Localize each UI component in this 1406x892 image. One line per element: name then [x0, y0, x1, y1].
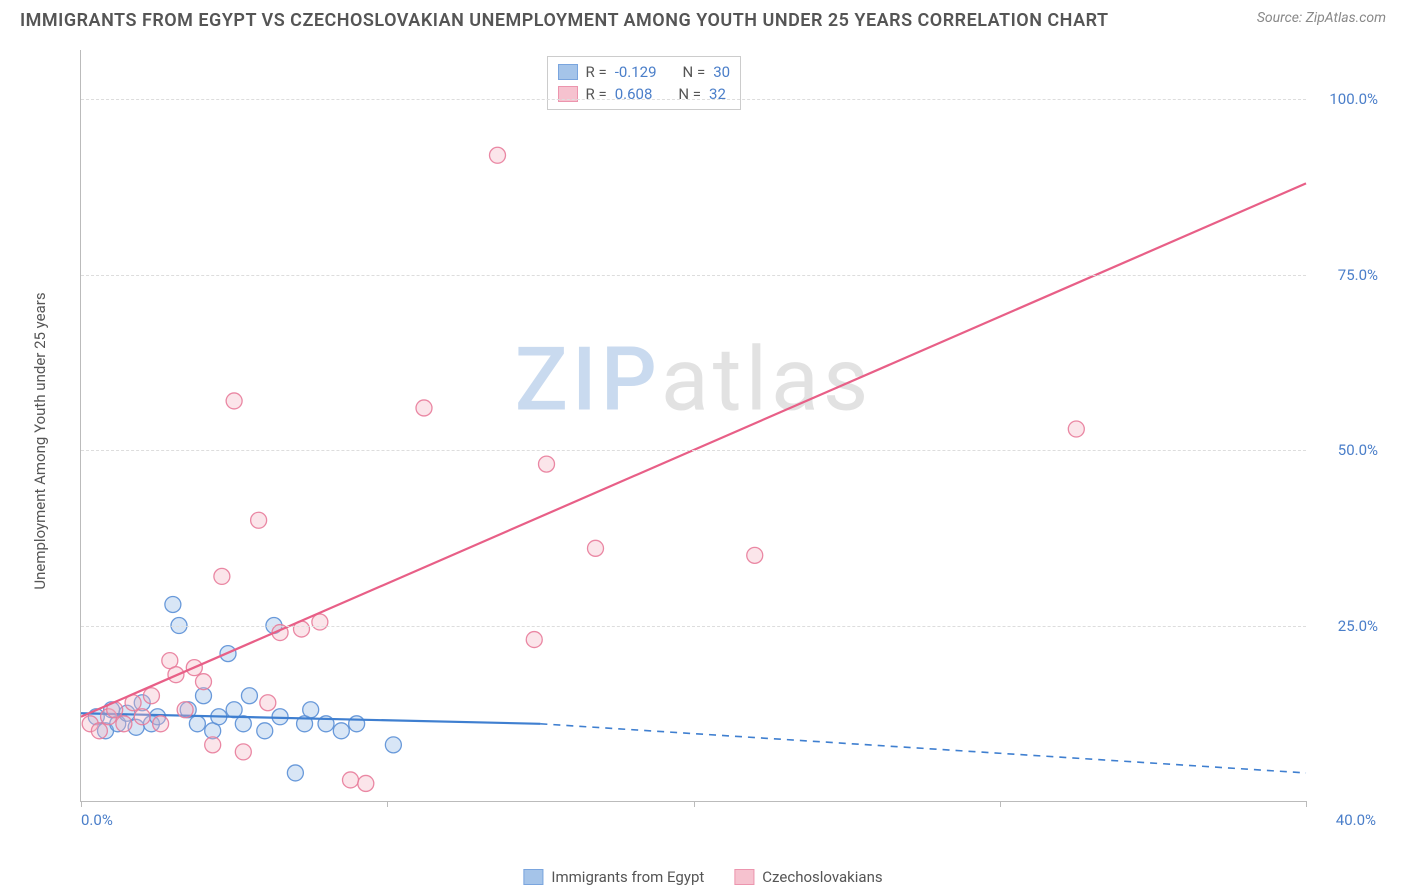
data-point: [143, 688, 159, 704]
data-point: [343, 772, 359, 788]
swatch-egypt-icon: [523, 869, 543, 885]
data-point: [333, 723, 349, 739]
data-point: [539, 456, 555, 472]
data-point: [205, 737, 221, 753]
data-point: [226, 393, 242, 409]
legend-label-egypt: Immigrants from Egypt: [551, 868, 704, 886]
data-point: [134, 709, 150, 725]
data-point: [490, 147, 506, 163]
data-point: [153, 716, 169, 732]
data-point: [189, 716, 205, 732]
y-tick-label: 100.0%: [1318, 90, 1378, 108]
data-point: [312, 614, 328, 630]
data-point: [385, 737, 401, 753]
data-point: [416, 400, 432, 416]
gridline: [81, 275, 1306, 276]
regression-line-extrapolated: [540, 724, 1306, 773]
y-axis-label: Unemployment Among Youth under 25 years: [31, 292, 49, 589]
data-point: [588, 540, 604, 556]
source-attribution: Source: ZipAtlas.com: [1257, 10, 1386, 26]
swatch-egypt: [558, 64, 578, 80]
plot-svg: [81, 50, 1306, 801]
plot-area: ZIPatlas R = -0.129 N = 30 R = 0.608 N =…: [80, 50, 1306, 802]
y-tick-label: 75.0%: [1318, 266, 1378, 284]
correlation-row-egypt: R = -0.129 N = 30: [558, 61, 731, 83]
data-point: [226, 702, 242, 718]
data-point: [358, 775, 374, 791]
data-point: [287, 765, 303, 781]
gridline: [81, 450, 1306, 451]
correlation-legend: R = -0.129 N = 30 R = 0.608 N = 32: [547, 56, 742, 110]
y-tick-label: 50.0%: [1318, 441, 1378, 459]
chart-container: Unemployment Among Youth under 25 years …: [50, 50, 1386, 832]
legend-item-czech: Czechoslovakians: [734, 868, 882, 886]
data-point: [526, 632, 542, 648]
chart-title: IMMIGRANTS FROM EGYPT VS CZECHOSLOVAKIAN…: [20, 10, 1109, 31]
data-point: [196, 674, 212, 690]
data-point: [214, 568, 230, 584]
data-point: [91, 723, 107, 739]
data-point: [241, 688, 257, 704]
legend-label-czech: Czechoslovakians: [762, 868, 882, 886]
data-point: [303, 702, 319, 718]
x-tick: [1000, 801, 1001, 807]
data-point: [260, 695, 276, 711]
data-point: [165, 596, 181, 612]
data-point: [1068, 421, 1084, 437]
data-point: [251, 512, 267, 528]
data-point: [177, 702, 193, 718]
data-point: [235, 744, 251, 760]
data-point: [349, 716, 365, 732]
series-legend: Immigrants from Egypt Czechoslovakians: [523, 868, 882, 886]
gridline: [81, 99, 1306, 100]
swatch-czech-icon: [734, 869, 754, 885]
data-point: [257, 723, 273, 739]
x-tick: [694, 801, 695, 807]
legend-item-egypt: Immigrants from Egypt: [523, 868, 704, 886]
data-point: [116, 716, 132, 732]
correlation-row-czech: R = 0.608 N = 32: [558, 83, 731, 105]
x-axis-max-label: 40.0%: [1336, 811, 1376, 829]
y-tick-label: 25.0%: [1318, 617, 1378, 635]
gridline: [81, 626, 1306, 627]
x-axis-min-label: 0.0%: [81, 811, 113, 829]
x-tick: [1306, 801, 1307, 807]
x-tick: [387, 801, 388, 807]
data-point: [747, 547, 763, 563]
x-tick: [81, 801, 82, 807]
